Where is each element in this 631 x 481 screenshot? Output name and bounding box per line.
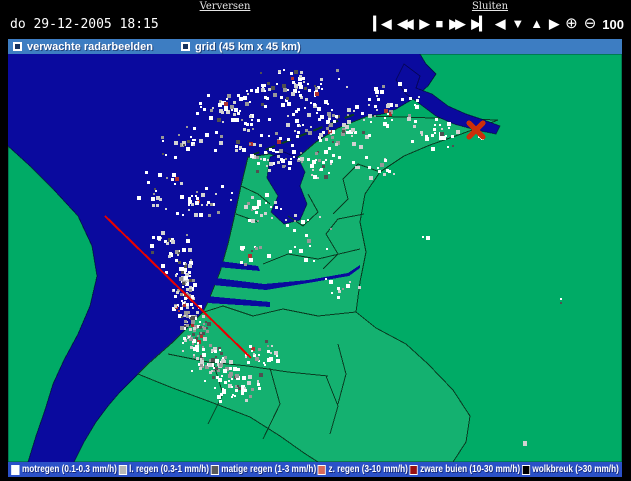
playback-controls: ▎◀ ◀◀ ▶ ■ ▶▶ ▶▎ ◀ ▼ ▲ ▶ ⊕ ⊖ 100 bbox=[374, 15, 624, 33]
datetime-label: do 29-12-2005 18:15 bbox=[10, 17, 159, 32]
legend-label: matige regen (1-3 mm/h) bbox=[221, 464, 317, 475]
skip-end-button[interactable]: ▶▎ bbox=[471, 16, 489, 31]
radar-layer-toggle-checkbox[interactable] bbox=[13, 42, 22, 51]
uk-land bbox=[8, 145, 98, 462]
legend-swatch bbox=[409, 464, 418, 475]
pan-up-button[interactable]: ▲ bbox=[530, 16, 544, 31]
stop-button[interactable]: ■ bbox=[435, 16, 444, 31]
legend-label: z. regen (3-10 mm/h) bbox=[328, 464, 408, 475]
radar-map[interactable] bbox=[8, 54, 622, 462]
play-button[interactable]: ▶ bbox=[419, 16, 430, 31]
legend-swatch bbox=[118, 464, 127, 475]
legend-label: wolkbreuk (>30 mm/h) bbox=[532, 464, 619, 475]
legend-item: zware buien (10-30 mm/h) bbox=[409, 464, 520, 475]
forecast-x-marker[interactable] bbox=[466, 120, 486, 140]
layers-toolbar: verwachte radarbeelden grid (45 km x 45 k… bbox=[8, 39, 622, 54]
radar-layer-toggle-label: verwachte radarbeelden bbox=[27, 40, 153, 53]
legend-item: matige regen (1-3 mm/h) bbox=[210, 464, 317, 475]
zoom-level-label: 100 bbox=[602, 16, 624, 32]
legend-item: wolkbreuk (>30 mm/h) bbox=[521, 464, 619, 475]
legend-swatch bbox=[317, 464, 327, 475]
pan-right-button[interactable]: ▶ bbox=[549, 16, 560, 31]
legend-strip: motregen (0.1-0.3 mm/h) l. regen (0.3-1 m… bbox=[8, 462, 622, 477]
legend-label: zware buien (10-30 mm/h) bbox=[420, 464, 521, 475]
radar-layer-toggle[interactable]: verwachte radarbeelden bbox=[13, 41, 153, 53]
skip-start-button[interactable]: ▎◀ bbox=[373, 16, 392, 31]
grid-layer-toggle[interactable]: grid (45 km x 45 km) bbox=[180, 40, 301, 53]
legend-item: z. regen (3-10 mm/h) bbox=[317, 464, 408, 475]
legend-bar: motregen (0.1-0.3 mm/h) l. regen (0.3-1 m… bbox=[8, 462, 622, 477]
close-link[interactable]: Sluiten bbox=[471, 1, 509, 12]
wadden-islands bbox=[249, 111, 361, 157]
fast-forward-button[interactable]: ▶▶ bbox=[449, 16, 465, 31]
legend-item: motregen (0.1-0.3 mm/h) bbox=[11, 464, 117, 475]
pan-down-button[interactable]: ▼ bbox=[511, 16, 525, 31]
legend-swatch bbox=[521, 464, 530, 475]
pan-left-button[interactable]: ◀ bbox=[495, 16, 506, 31]
province-borders bbox=[167, 163, 381, 440]
radar-echoes bbox=[137, 69, 562, 446]
zoom-in-button[interactable]: ⊕ bbox=[565, 15, 578, 32]
cross-section-line bbox=[104, 215, 252, 359]
legend-swatch bbox=[11, 464, 20, 475]
legend-label: motregen (0.1-0.3 mm/h) bbox=[21, 464, 117, 475]
rewind-button[interactable]: ◀◀ bbox=[397, 16, 414, 31]
grid-layer-toggle-checkbox[interactable] bbox=[180, 42, 190, 51]
zoom-out-button[interactable]: ⊖ bbox=[583, 15, 597, 32]
legend-label: l. regen (0.3-1 mm/h) bbox=[129, 464, 209, 475]
legend-swatch bbox=[210, 464, 219, 475]
delta-waterways bbox=[200, 259, 360, 307]
grid-layer-toggle-label: grid (45 km x 45 km) bbox=[194, 40, 301, 53]
refresh-link[interactable]: Verversen bbox=[199, 1, 251, 12]
legend-item: l. regen (0.3-1 mm/h) bbox=[118, 464, 209, 475]
